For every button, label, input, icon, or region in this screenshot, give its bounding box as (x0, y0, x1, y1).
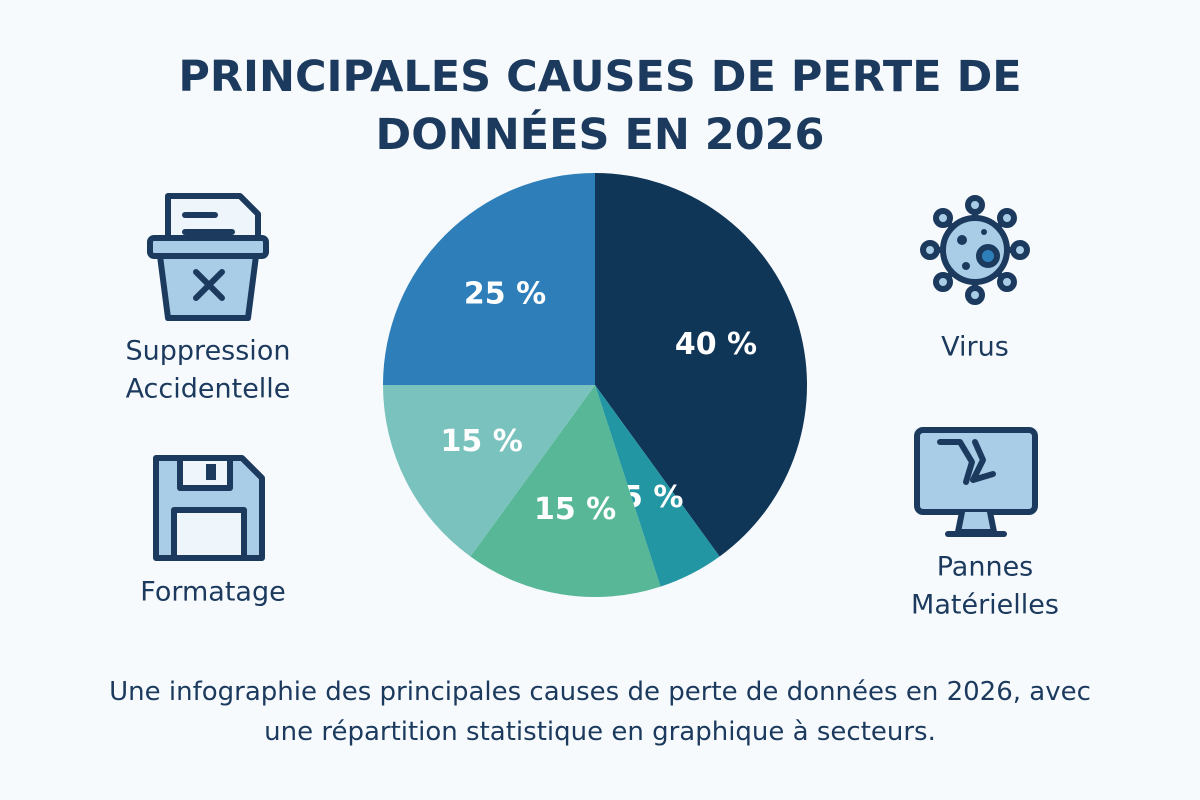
icon-label: Pannes (937, 552, 1034, 583)
pie-slice (595, 173, 808, 557)
pie-slice (470, 385, 661, 597)
pie-slice (595, 385, 720, 587)
caption: Une infographie des principales causes d… (109, 677, 1091, 747)
floppy-icon (153, 455, 265, 561)
virus-icon (920, 195, 1030, 305)
icon-label: Matérielles (911, 590, 1059, 621)
value-label: 15 % (534, 492, 616, 527)
delete-icon (147, 193, 269, 321)
chart-title: PRINCIPALES CAUSES DE PERTE DE DONNÉES E… (178, 52, 1022, 160)
monitor-icon (914, 427, 1038, 537)
pie-slice (383, 173, 595, 385)
icon-label: Suppression (126, 336, 291, 367)
value-label: 40 % (675, 327, 757, 362)
value-label: 15 % (441, 424, 523, 459)
pie-slice (383, 385, 595, 557)
icon-label: Formatage (140, 577, 285, 608)
icon-label: Virus (941, 332, 1009, 363)
value-label: 25 % (464, 277, 546, 312)
icon-label: Accidentelle (126, 374, 291, 405)
